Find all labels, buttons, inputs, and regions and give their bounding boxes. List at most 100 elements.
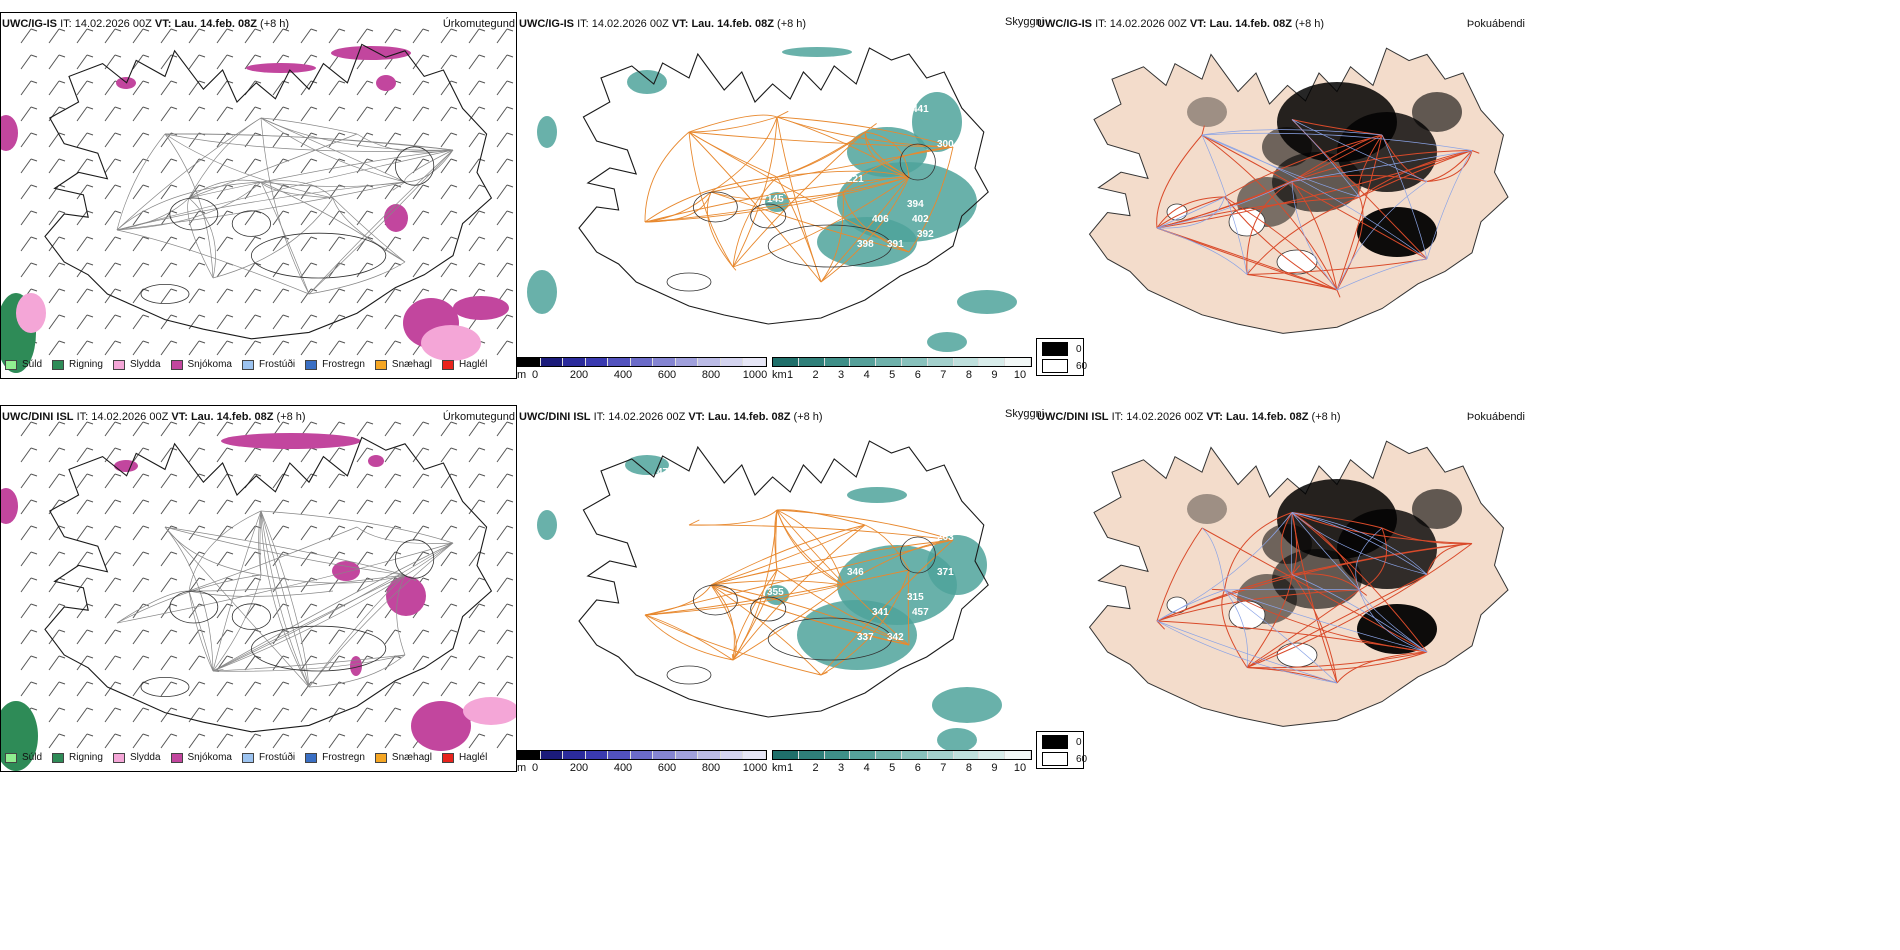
wind-barb-flag <box>450 499 458 503</box>
wind-barb <box>244 447 256 463</box>
wind-barb-flag <box>114 577 122 581</box>
colorbar-tick-label: 7 <box>940 762 947 774</box>
colorbar-segment <box>1005 358 1031 366</box>
wind-barb <box>216 603 228 619</box>
cloud-base-label: 394 <box>907 199 924 210</box>
wind-barb-flag <box>58 314 66 318</box>
wind-barb <box>356 288 368 304</box>
legend-item: Súld <box>5 359 42 370</box>
wind-barb-flag <box>30 54 38 58</box>
wind-barb <box>300 603 312 619</box>
road-line <box>164 526 406 576</box>
wind-barb-flag <box>30 707 38 711</box>
wind-barb-flag <box>142 603 150 607</box>
wind-barb-flag <box>310 733 318 737</box>
wind-barb-flag <box>198 80 206 84</box>
wind-barb-flag <box>394 106 402 110</box>
wind-barb <box>244 707 256 723</box>
legend-label: Frostúði <box>258 359 296 370</box>
road-line <box>188 590 214 672</box>
wind-barb <box>132 421 144 437</box>
wind-barb-flag <box>142 551 150 555</box>
wind-barb-flag <box>170 473 178 477</box>
fog-legend-label: 60 <box>1076 753 1088 765</box>
wind-barb-flag <box>142 106 150 110</box>
wind-barb <box>300 473 312 489</box>
wind-barb-flag <box>170 54 178 58</box>
legend-swatch <box>441 359 454 370</box>
colorbar-tick-label: 1000 <box>742 369 768 381</box>
road-line <box>1156 227 1248 275</box>
wind-barb-flag <box>142 447 150 451</box>
wind-barb <box>20 447 32 463</box>
wind-barb <box>468 80 480 96</box>
colorbar-segment <box>876 358 902 366</box>
wind-barb-flag <box>310 473 318 477</box>
road-line <box>1201 134 1428 260</box>
road-line <box>864 524 910 571</box>
wind-barb-flag <box>226 54 234 58</box>
wind-barb-flag <box>142 340 150 344</box>
wind-barb-flag <box>114 447 122 451</box>
wind-barb-flag <box>114 681 122 685</box>
wind-barb <box>412 106 424 122</box>
wind-barb-flag <box>338 132 346 136</box>
road-line <box>1381 527 1473 545</box>
road-line <box>688 524 954 541</box>
wind-barb <box>496 184 508 200</box>
road-line <box>260 510 454 544</box>
road-line <box>776 176 822 283</box>
wind-barb <box>272 655 284 671</box>
wind-barb-flag <box>198 473 206 477</box>
wind-barb-flag <box>506 288 514 292</box>
wind-barb <box>104 681 116 697</box>
fog-legend-row2: 0 60 <box>1036 731 1088 769</box>
road-line <box>842 176 910 193</box>
wind-barb-flag <box>338 551 346 555</box>
colorbar-segment <box>720 751 744 759</box>
wind-barb-flag <box>226 655 234 659</box>
wind-barb-flag <box>394 132 402 136</box>
wind-barb-flag <box>310 421 318 425</box>
wind-barb <box>160 54 172 70</box>
wind-barb-flag <box>114 733 122 737</box>
wind-barb <box>468 106 480 122</box>
wind-barb <box>384 499 396 515</box>
glacier-outline <box>251 232 387 279</box>
wind-barb-flag <box>30 499 38 503</box>
wind-barb <box>300 499 312 515</box>
road-line <box>842 539 954 586</box>
wind-barb-flag <box>58 681 66 685</box>
colorbar-segment <box>720 358 744 366</box>
road-line <box>1336 181 1428 291</box>
road-line <box>1291 565 1301 575</box>
road-line <box>188 133 358 199</box>
wind-barb <box>440 236 452 252</box>
wind-barb <box>412 681 424 697</box>
legend-label: Snæhagl <box>391 359 432 370</box>
colorbar-unit: km <box>772 762 787 774</box>
wind-barb <box>160 210 172 226</box>
wind-barb <box>48 421 60 437</box>
road-line <box>1426 150 1473 182</box>
fog-area <box>1337 509 1437 589</box>
wind-barb-flag <box>310 499 318 503</box>
wind-barb-flag <box>170 80 178 84</box>
glacier-outline <box>899 536 936 574</box>
wind-barb <box>188 132 200 148</box>
colorbar-segment <box>927 358 954 366</box>
wind-barb <box>188 447 200 463</box>
wind-barb <box>76 603 88 619</box>
wind-barb <box>160 184 172 200</box>
wind-barb <box>20 577 32 593</box>
legend-item: Slydda <box>112 752 161 763</box>
low-visibility-area <box>847 487 907 503</box>
wind-barb <box>244 106 256 122</box>
wind-barb <box>272 80 284 96</box>
wind-barb <box>76 551 88 567</box>
visibility-map-row1: 221 394 406 402 398 391 392 300 441 145 <box>527 47 1017 352</box>
legend-label: Frostregn <box>322 359 365 370</box>
road-line <box>1201 125 1205 136</box>
wind-barb-flag <box>366 707 374 711</box>
road-line <box>1156 527 1203 622</box>
